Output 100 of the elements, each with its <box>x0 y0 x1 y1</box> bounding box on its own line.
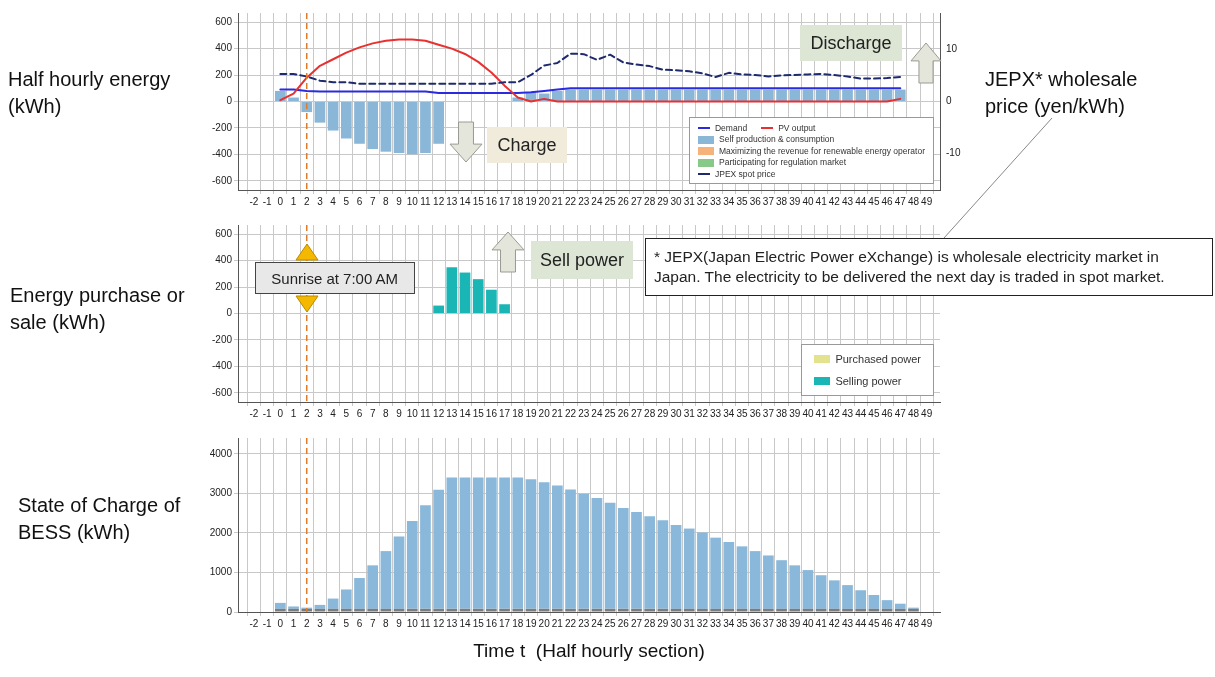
x-tick-label: 0 <box>277 617 284 629</box>
x-tick-label: 39 <box>789 407 801 419</box>
x-tick-label: 44 <box>855 617 867 629</box>
x-tick-label: 48 <box>907 195 920 207</box>
x-tick-label: 35 <box>736 407 748 419</box>
x-tick-label: 20 <box>538 407 551 419</box>
x-tick-label: 17 <box>499 195 511 207</box>
x-tick-label: -2 <box>249 195 259 207</box>
x-tick-label: 34 <box>723 195 735 207</box>
x-tick-label: 19 <box>525 195 537 207</box>
x-tick-label: 27 <box>630 195 643 207</box>
x-tick-label: 25 <box>604 407 617 419</box>
x-tick-label: 46 <box>881 617 894 629</box>
x-tick-label: 33 <box>710 407 722 419</box>
x-tick-label: 26 <box>617 617 630 629</box>
x-tick-label: 38 <box>776 195 788 207</box>
x-tick-label: 3 <box>317 407 324 419</box>
x-tick-label: 4 <box>330 195 337 207</box>
y-tick-label: 0 <box>226 95 233 107</box>
annotation: Charge <box>487 127 567 163</box>
x-tick-label: 41 <box>815 195 828 207</box>
x-tick-label: 44 <box>855 407 867 419</box>
x-tick-label: 8 <box>383 617 390 629</box>
x-tick-label: 30 <box>670 407 683 419</box>
x-tick-label: 15 <box>472 195 485 207</box>
x-tick-label: 1 <box>290 407 297 419</box>
x-tick-label: 45 <box>868 195 880 207</box>
x-tick-label: 8 <box>383 407 390 419</box>
x-tick-label: -1 <box>262 195 273 207</box>
x-tick-label: 35 <box>736 617 748 629</box>
y-tick-label: 400 <box>215 42 233 54</box>
legend-label: Maximizing the revenue for renewable energy operator <box>718 145 925 157</box>
x-tick-label: 15 <box>472 617 485 629</box>
x-tick-label: 13 <box>446 195 458 207</box>
x-tick-label: 23 <box>578 195 590 207</box>
y-tick-label: 200 <box>215 280 233 292</box>
y-tick-label: 400 <box>215 254 233 266</box>
x-tick-label: 7 <box>369 617 376 629</box>
x-tick-label: 49 <box>921 195 933 207</box>
x-tick-label: 32 <box>696 195 709 207</box>
x-tick-label: 45 <box>868 617 880 629</box>
x-tick-label: 1 <box>290 617 297 629</box>
x-tick-label: 12 <box>433 617 445 629</box>
y-tick-label: -600 <box>211 174 233 186</box>
x-tick-label: 27 <box>630 617 643 629</box>
annotation: Sell power <box>531 241 633 279</box>
x-tick-label: 25 <box>604 195 617 207</box>
x-tick-label: 46 <box>881 407 894 419</box>
x-tick-label: 22 <box>564 617 577 629</box>
x-tick-label: 19 <box>525 617 537 629</box>
x-tick-label: 40 <box>802 195 814 207</box>
x-tick-label: 6 <box>356 617 363 629</box>
x-tick-label: 2 <box>303 195 310 207</box>
x-tick-label: 35 <box>736 195 748 207</box>
x-tick-label: 9 <box>396 195 403 207</box>
x-axis-title: Time t (Half hourly section) <box>473 640 705 662</box>
x-tick-label: 2 <box>303 407 310 419</box>
x-tick-label: 44 <box>855 195 867 207</box>
x-tick-label: 17 <box>499 617 511 629</box>
y-tick-label: 600 <box>215 16 233 27</box>
x-tick-label: 26 <box>617 195 630 207</box>
y-tick-label: 1000 <box>209 566 233 578</box>
y2-tick-label: -10 <box>946 147 961 159</box>
x-tick-label: 9 <box>396 617 403 629</box>
x-tick-label: 40 <box>802 407 814 419</box>
x-tick-label: 11 <box>420 195 432 207</box>
x-tick-label: 47 <box>894 407 907 419</box>
x-tick-label: 26 <box>617 407 630 419</box>
x-tick-label: 10 <box>406 195 419 207</box>
x-tick-label: 47 <box>894 617 907 629</box>
y-tick-label: 0 <box>226 605 233 617</box>
x-tick-label: 45 <box>868 407 880 419</box>
x-tick-label: 24 <box>591 407 603 419</box>
x-tick-label: 12 <box>433 407 445 419</box>
x-tick-label: 5 <box>343 617 350 629</box>
x-tick-label: 11 <box>420 617 432 629</box>
x-tick-label: 28 <box>644 617 656 629</box>
callout-box: * JEPX(Japan Electric Power eXchange) is wholesale electricity market in Japan. The electricity to be delivered the next day is traded in spot market. <box>645 238 1213 296</box>
x-tick-label: 8 <box>383 195 390 207</box>
x-tick-label: 40 <box>802 617 814 629</box>
x-tick-label: 4 <box>330 407 337 419</box>
y-tick-label: 600 <box>215 228 233 239</box>
x-tick-label: 39 <box>789 195 801 207</box>
y-axis-title: Energy purchase or sale (kWh) <box>10 284 185 333</box>
legend-label: Purchased power <box>835 352 921 367</box>
y-tick-label: -400 <box>211 360 233 372</box>
x-tick-label: -1 <box>262 617 273 629</box>
x-tick-label: 24 <box>591 617 603 629</box>
x-tick-label: 39 <box>789 617 801 629</box>
x-tick-label: 23 <box>578 617 590 629</box>
y-tick-label: 4000 <box>209 447 233 459</box>
x-tick-label: 48 <box>907 407 920 419</box>
x-tick-label: 43 <box>841 407 854 419</box>
x-tick-label: 42 <box>828 617 841 629</box>
x-tick-label: 33 <box>710 617 722 629</box>
x-tick-label: 37 <box>762 407 775 419</box>
x-tick-label: 34 <box>723 407 735 419</box>
x-tick-label: -1 <box>262 407 273 419</box>
y2-axis-title: JEPX* wholesale price (yen/kWh) <box>985 67 1139 119</box>
x-tick-label: 41 <box>815 407 828 419</box>
